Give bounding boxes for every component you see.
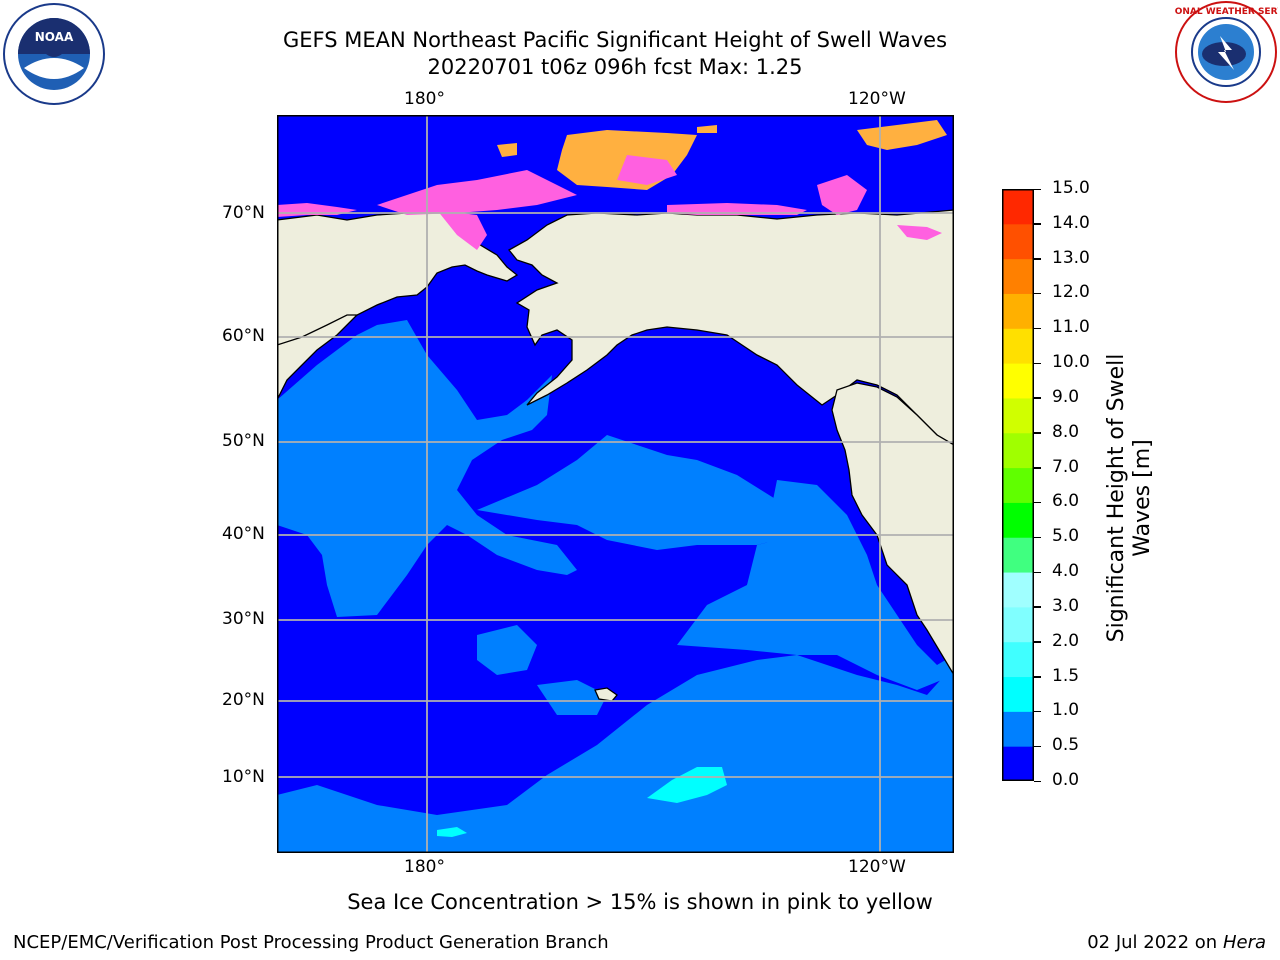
swell-cyan-regions bbox=[437, 767, 727, 837]
colorbar-tick-mark bbox=[1034, 292, 1041, 295]
map-frame bbox=[277, 115, 954, 853]
colorbar-tick-label: 6.0 bbox=[1052, 491, 1080, 512]
colorbar-segment bbox=[1002, 258, 1034, 294]
colorbar-tick-mark bbox=[1034, 536, 1041, 539]
lat-tick-70n: 70°N bbox=[222, 203, 265, 223]
colorbar bbox=[1002, 189, 1034, 781]
colorbar-tick-mark bbox=[1034, 710, 1041, 713]
colorbar-tick-mark bbox=[1034, 676, 1041, 678]
noaa-logo-text: NOAA bbox=[35, 30, 74, 44]
colorbar-tick-mark bbox=[1034, 467, 1041, 469]
colorbar-tick-mark bbox=[1034, 501, 1041, 504]
footer-date-text: 02 Jul 2022 on bbox=[1087, 932, 1223, 953]
colorbar-segment bbox=[1002, 363, 1034, 399]
colorbar-segment bbox=[1002, 641, 1034, 678]
colorbar-segment bbox=[1002, 223, 1034, 260]
map-subtitle: 20220701 t06z 096h fcst Max: 1.25 bbox=[427, 55, 803, 79]
colorbar-segment bbox=[1002, 537, 1034, 573]
lat-tick-60n: 60°N bbox=[222, 326, 265, 346]
colorbar-tick-mark bbox=[1034, 745, 1041, 748]
colorbar-segment bbox=[1002, 293, 1034, 329]
colorbar-tick-mark bbox=[1034, 327, 1041, 330]
colorbar-tick-label: 7.0 bbox=[1052, 456, 1080, 477]
colorbar-tick-mark bbox=[1034, 258, 1041, 260]
colorbar-tick-label: 3.0 bbox=[1052, 595, 1080, 616]
noaa-logo: NOAA bbox=[3, 3, 105, 105]
colorbar-tick-label: 1.5 bbox=[1052, 665, 1080, 686]
colorbar-segment bbox=[1002, 189, 1034, 225]
colorbar-tick-mark bbox=[1034, 188, 1041, 190]
colorbar-tick-label: 0.0 bbox=[1052, 770, 1080, 790]
footer-date: 02 Jul 2022 on Hera bbox=[1087, 932, 1266, 953]
nws-logo-text: NATIONAL WEATHER SERVICE bbox=[1174, 7, 1278, 17]
colorbar-segment bbox=[1002, 606, 1034, 643]
land-areas bbox=[277, 209, 954, 702]
bottom-lon-tick-120w: 120°W bbox=[848, 857, 906, 877]
colorbar-segment bbox=[1002, 397, 1034, 434]
colorbar-tick-mark bbox=[1034, 641, 1041, 643]
colorbar-segment bbox=[1002, 467, 1034, 503]
footer-host: Hera bbox=[1222, 932, 1266, 953]
top-lon-tick-180: 180° bbox=[404, 89, 445, 109]
colorbar-title: Significant Height of Swell Waves [m] bbox=[1104, 353, 1155, 643]
colorbar-tick-label: 15.0 bbox=[1052, 178, 1090, 198]
colorbar-tick-label: 2.0 bbox=[1052, 630, 1080, 651]
lat-tick-40n: 40°N bbox=[222, 524, 265, 544]
colorbar-segment bbox=[1002, 328, 1034, 364]
colorbar-tick-mark bbox=[1034, 432, 1041, 434]
colorbar-tick-label: 4.0 bbox=[1052, 561, 1080, 582]
colorbar-tick-label: 13.0 bbox=[1052, 247, 1090, 268]
footer-credit: NCEP/EMC/Verification Post Processing Pr… bbox=[13, 932, 609, 953]
map-grid bbox=[277, 115, 954, 853]
colorbar-segment bbox=[1002, 711, 1034, 747]
colorbar-tick-label: 1.0 bbox=[1052, 700, 1080, 721]
swell-light-blue-regions bbox=[277, 320, 954, 853]
swell-height-map bbox=[277, 115, 954, 853]
colorbar-segment bbox=[1002, 746, 1034, 781]
colorbar-tick-mark bbox=[1034, 571, 1041, 574]
colorbar-segment bbox=[1002, 572, 1034, 608]
colorbar-tick-label: 9.0 bbox=[1052, 386, 1080, 407]
colorbar-tick-mark bbox=[1034, 397, 1041, 399]
colorbar-tick-label: 8.0 bbox=[1052, 421, 1080, 442]
colorbar-tick-label: 12.0 bbox=[1052, 282, 1090, 303]
colorbar-tick-label: 0.5 bbox=[1052, 735, 1080, 756]
colorbar-tick-mark bbox=[1034, 780, 1041, 782]
lat-tick-20n: 20°N bbox=[222, 690, 265, 710]
colorbar-tick-label: 14.0 bbox=[1052, 212, 1090, 233]
colorbar-tick-mark bbox=[1034, 223, 1041, 225]
map-title: GEFS MEAN Northeast Pacific Significant … bbox=[282, 28, 948, 52]
lat-tick-50n: 50°N bbox=[222, 431, 265, 451]
colorbar-tick-mark bbox=[1034, 362, 1041, 365]
nws-logo: NATIONAL WEATHER SERVICE bbox=[1174, 1, 1278, 103]
colorbar-tick-label: 11.0 bbox=[1052, 317, 1090, 338]
colorbar-tick-mark bbox=[1034, 606, 1041, 608]
sea-ice-caption: Sea Ice Concentration > 15% is shown in … bbox=[347, 890, 933, 914]
colorbar-segment bbox=[1002, 676, 1034, 712]
colorbar-segment bbox=[1002, 432, 1034, 469]
bottom-lon-tick-180: 180° bbox=[404, 857, 445, 877]
colorbar-tick-label: 10.0 bbox=[1052, 352, 1090, 373]
top-lon-tick-120w: 120°W bbox=[848, 89, 906, 109]
colorbar-segment bbox=[1002, 502, 1034, 538]
lat-tick-30n: 30°N bbox=[222, 609, 265, 629]
colorbar-tick-label: 5.0 bbox=[1052, 526, 1080, 547]
colorbar-frame bbox=[1002, 189, 1034, 781]
lat-tick-10n: 10°N bbox=[222, 767, 265, 787]
